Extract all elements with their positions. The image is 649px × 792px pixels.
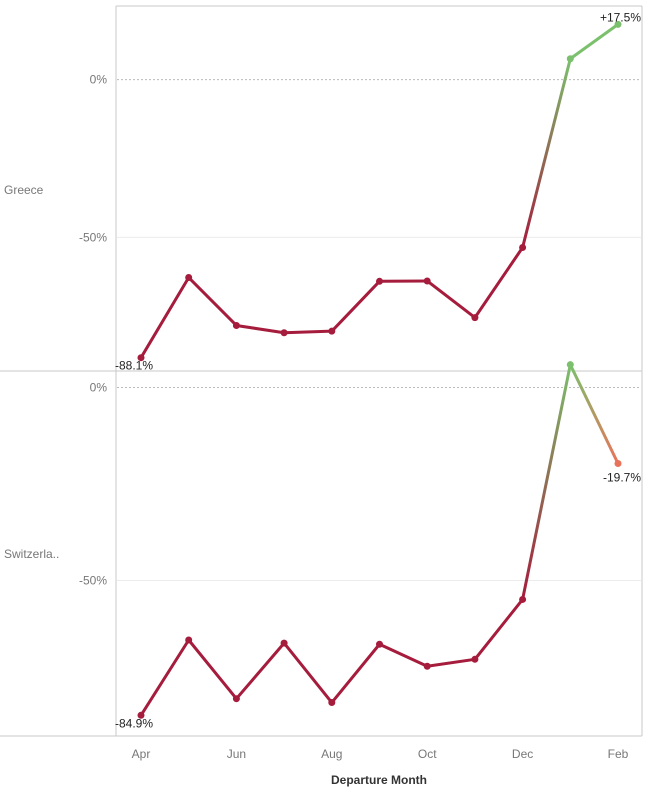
series-segment	[330, 279, 381, 333]
series-segment	[187, 276, 238, 327]
panel-switzerland: 0% -50% Switzerla.. -84.9% -19.7%	[4, 361, 641, 730]
series-segment	[473, 246, 525, 320]
data-point[interactable]	[137, 354, 145, 362]
series-segment	[282, 329, 334, 335]
series-segment	[139, 276, 191, 360]
series-segment	[139, 638, 191, 717]
data-point[interactable]	[519, 595, 527, 603]
y-tick-label-0pct: 0%	[90, 380, 108, 394]
x-tick-label: Apr	[132, 747, 151, 761]
data-point[interactable]	[519, 244, 527, 252]
data-point[interactable]	[328, 327, 336, 335]
data-point[interactable]	[328, 699, 336, 707]
series-greece	[137, 20, 622, 362]
series-segment	[521, 363, 572, 601]
x-tick-label: Aug	[321, 747, 342, 761]
data-point[interactable]	[185, 636, 193, 644]
y-tick-label-minus50pct: -50%	[79, 230, 107, 244]
series-switzerland	[137, 361, 622, 719]
x-tick-label: Oct	[418, 747, 437, 761]
y-tick-label-0pct: 0%	[90, 73, 108, 87]
data-point[interactable]	[471, 655, 479, 663]
series-segment	[521, 57, 572, 250]
series-segment	[425, 279, 477, 320]
data-point[interactable]	[232, 695, 240, 703]
data-point[interactable]	[280, 329, 288, 337]
series-segment	[568, 363, 620, 466]
data-point[interactable]	[614, 20, 622, 28]
y-tick-label-minus50pct: -50%	[79, 574, 107, 588]
data-point[interactable]	[471, 314, 479, 322]
x-axis: Apr Jun Aug Oct Dec Feb Departure Month	[132, 747, 629, 787]
data-point[interactable]	[566, 361, 574, 369]
panel-frames	[0, 5, 643, 737]
data-point[interactable]	[280, 639, 288, 647]
series-segment	[234, 641, 286, 701]
series-segment	[378, 642, 429, 668]
data-point[interactable]	[137, 711, 145, 719]
x-tick-label: Feb	[608, 747, 629, 761]
x-tick-label: Dec	[512, 747, 533, 761]
data-point[interactable]	[232, 321, 240, 329]
row-label-switzerland: Switzerla..	[4, 547, 59, 561]
annotation-start-switzerland: -84.9%	[115, 716, 153, 730]
data-point[interactable]	[614, 460, 622, 468]
series-segment	[473, 597, 525, 661]
series-segment	[187, 638, 238, 701]
series-segment	[425, 657, 477, 668]
data-point[interactable]	[376, 640, 383, 648]
x-axis-title: Departure Month	[331, 773, 427, 787]
annotation-end-switzerland: -19.7%	[603, 471, 641, 485]
series-segment	[330, 642, 381, 705]
x-tick-label: Jun	[227, 747, 246, 761]
row-label-greece: Greece	[4, 183, 44, 197]
data-point[interactable]	[423, 277, 431, 285]
series-segment	[234, 323, 286, 335]
annotation-end-greece: +17.5%	[600, 10, 641, 24]
panel-greece: 0% -50% Greece -88.1% +17.5%	[4, 10, 641, 372]
annotation-start-greece: -88.1%	[115, 359, 153, 373]
data-point[interactable]	[185, 274, 193, 282]
data-point[interactable]	[566, 55, 574, 63]
series-segment	[568, 22, 620, 61]
series-segment	[282, 641, 334, 705]
data-point[interactable]	[376, 277, 383, 285]
data-point[interactable]	[423, 662, 431, 670]
